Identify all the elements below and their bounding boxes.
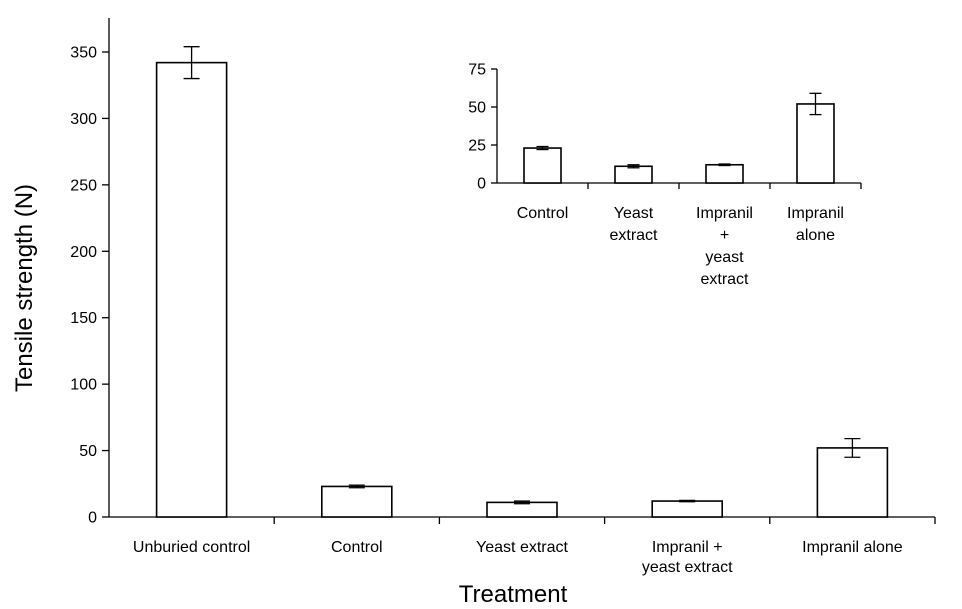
main-bar	[155, 61, 228, 518]
main-y-tick-label: 50	[79, 443, 97, 460]
main-category-label: Impranil + yeast extract	[642, 539, 733, 576]
main-error-bar	[183, 46, 200, 80]
inset-category-label: Impranil + yeast extract	[696, 205, 753, 288]
main-category-label: Yeast extract	[476, 539, 568, 556]
main-error-bar	[844, 437, 861, 458]
inset-error-bar	[627, 164, 640, 169]
main-category-label: Control	[331, 539, 383, 556]
main-bar	[651, 500, 724, 518]
inset-y-tick-label: 25	[468, 138, 486, 155]
y-axis-title: Tensile strength (N)	[11, 184, 38, 392]
inset-category-label: Control	[517, 205, 569, 222]
inset-category-label: Impranil alone	[787, 205, 844, 244]
main-y-tick-label: 300	[70, 111, 97, 128]
inset-error-bar	[536, 145, 549, 151]
inset-bar	[523, 147, 562, 184]
main-category-label: Unburied control	[133, 539, 250, 556]
main-error-bar	[679, 499, 696, 503]
inset-error-bar	[718, 163, 731, 167]
main-y-tick-label: 150	[70, 310, 97, 327]
main-y-tick-label: 0	[88, 510, 97, 527]
main-bar	[486, 501, 558, 518]
inset-y-tick-label: 50	[468, 100, 486, 117]
inset-category-label: Yeast extract	[609, 205, 658, 244]
inset-bar	[614, 165, 653, 184]
inset-bar	[796, 103, 835, 184]
main-y-tick-label: 100	[70, 377, 97, 394]
main-y-tick-label: 200	[70, 244, 97, 261]
inset-bar	[705, 163, 744, 184]
inset-plot: 0 25 50 75 Control Yeast extract Impranil + yeast…	[468, 62, 862, 288]
main-error-bar	[514, 500, 530, 505]
main-y-tick-label: 350	[70, 45, 97, 62]
inset-y-tick-label: 0	[477, 176, 486, 193]
main-category-label: Impranil alone	[802, 539, 903, 556]
inset-error-bar	[809, 92, 822, 116]
main-error-bar	[348, 484, 365, 489]
x-axis-title: Treatment	[459, 581, 568, 608]
main-y-tick-label: 250	[70, 177, 97, 194]
main-bar	[320, 485, 393, 518]
inset-y-tick-label: 75	[468, 62, 486, 79]
main-bar	[816, 447, 889, 518]
